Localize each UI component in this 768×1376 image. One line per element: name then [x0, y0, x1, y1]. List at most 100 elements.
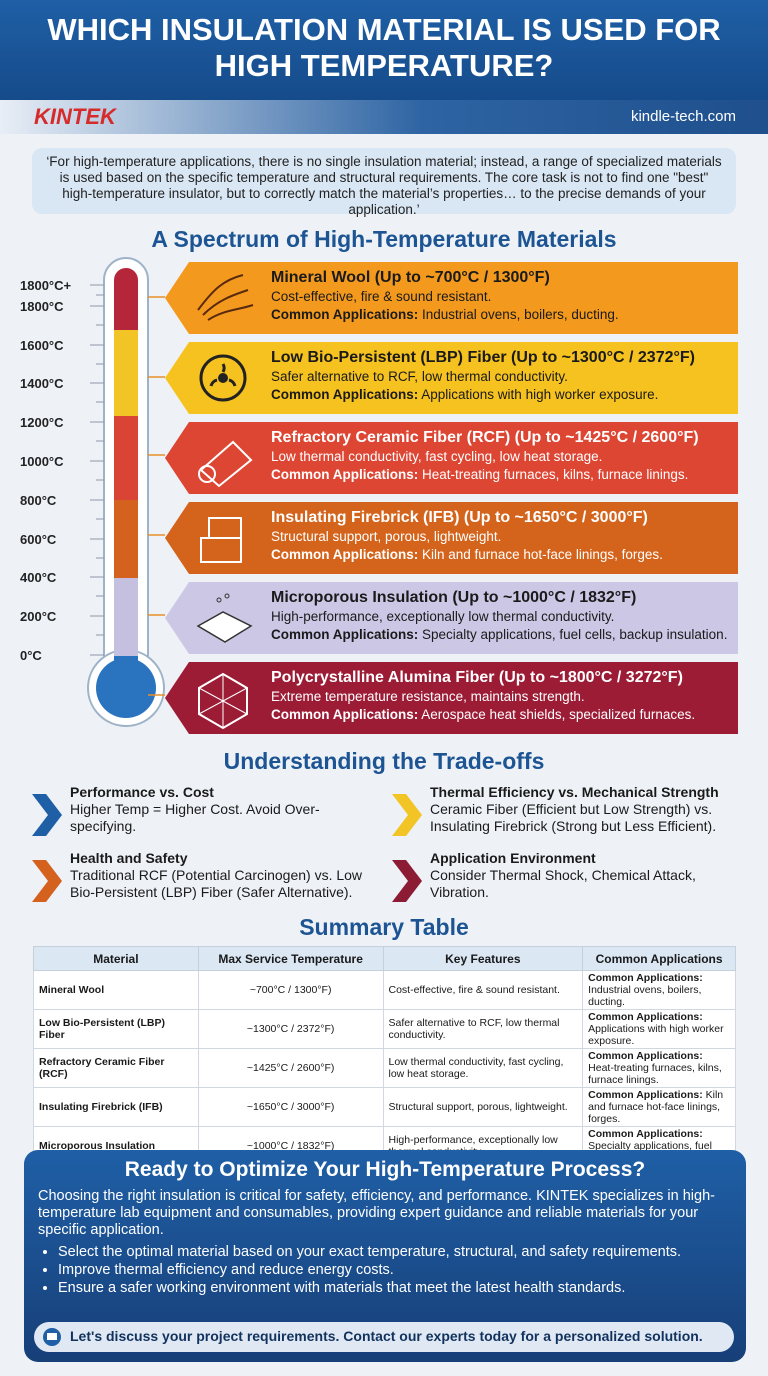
- scale-label: 1600°C: [20, 338, 64, 353]
- chevron: [32, 794, 62, 836]
- scale-label: 1400°C: [20, 376, 64, 391]
- material-desc: High-performance, exceptionally low ther…: [271, 609, 615, 624]
- header-title: WHICH INSULATION MATERIAL IS USED FOR HI…: [0, 0, 768, 100]
- table-header: Max Service Temperature: [197, 946, 384, 971]
- material-app: Heat-treating furnaces, kilns, furnace l…: [422, 467, 689, 482]
- section-title: Summary Table: [299, 914, 469, 940]
- cell-apps: Common Applications: Industrial ovens, b…: [582, 970, 736, 1010]
- section-title: A Spectrum of High-Temperature Materials: [151, 226, 617, 252]
- scale-label: 400°C: [20, 570, 57, 585]
- tradeoff: Performance vs. Cost Higher Temp = Highe…: [30, 784, 380, 836]
- cta-bullet: Improve thermal efficiency and reduce en…: [58, 1261, 732, 1279]
- app-label: Common Applications:: [271, 307, 419, 322]
- chat-icon: [43, 1328, 61, 1346]
- cell-features: Structural support, porous, lightweight.: [382, 1087, 584, 1127]
- scale-label: 200°C: [20, 609, 57, 624]
- material-icon: [198, 440, 253, 488]
- tradeoff-title: Thermal Efficiency vs. Mechanical Streng…: [430, 784, 719, 800]
- material-desc: Safer alternative to RCF, low thermal co…: [271, 369, 568, 384]
- material-desc: Extreme temperature resistance, maintain…: [271, 689, 585, 704]
- app-label: Common Applications:: [588, 1128, 703, 1140]
- cell-features: Safer alternative to RCF, low thermal co…: [382, 1009, 584, 1049]
- app-label: Common Applications:: [271, 387, 419, 402]
- cta-button-text[interactable]: Let's discuss your project requirements.…: [70, 1328, 703, 1344]
- material-desc: Cost-effective, fire & sound resistant.: [271, 289, 492, 304]
- material-card: Microporous Insulation (Up to ~1000°C / …: [165, 582, 738, 654]
- material-icon: [197, 274, 254, 321]
- tradeoff: Thermal Efficiency vs. Mechanical Streng…: [390, 784, 740, 836]
- scale-label: 800°C: [20, 493, 57, 508]
- material-icon: [196, 593, 253, 643]
- thermometer: [87, 257, 165, 727]
- cta-text: Choosing the right insulation is critica…: [38, 1188, 715, 1238]
- app-label: Common Applications:: [271, 707, 419, 722]
- cell-apps: Common Applications: Applications with h…: [582, 1009, 736, 1049]
- app-label: Common Applications:: [588, 1011, 703, 1023]
- material-card: Low Bio-Persistent (LBP) Fiber (Up to ~1…: [165, 342, 738, 414]
- material-icon: [198, 672, 248, 730]
- material-name: Low Bio-Persistent (LBP) Fiber (Up to ~1…: [271, 349, 695, 366]
- material-app: Applications with high worker exposure.: [421, 387, 659, 402]
- table-row: Refractory Ceramic Fiber (RCF) ~1425°C /…: [33, 1048, 736, 1088]
- tradeoff-title: Health and Safety: [70, 850, 188, 866]
- cell-temp: ~1650°C / 3000°F): [197, 1087, 384, 1127]
- material-card: Mineral Wool (Up to ~700°C / 1300°F) Cos…: [165, 262, 738, 334]
- cell-temp: ~1425°C / 2600°F): [197, 1048, 384, 1088]
- cell-features: Low thermal conductivity, fast cycling, …: [382, 1048, 584, 1088]
- cell-app: Kiln and furnace hot-face linings, forge…: [588, 1089, 724, 1125]
- tradeoff: Application Environment Consider Thermal…: [390, 850, 740, 902]
- material-name: Microporous Insulation (Up to ~1000°C / …: [271, 589, 637, 606]
- table-row: Insulating Firebrick (IFB) ~1650°C / 300…: [33, 1087, 736, 1127]
- app-label: Common Applications:: [271, 467, 419, 482]
- scale-label: 1800°C+: [20, 278, 72, 293]
- cell-material: Low Bio-Persistent (LBP) Fiber: [33, 1009, 199, 1049]
- scale-label: 1200°C: [20, 415, 64, 430]
- cta-button[interactable]: Let's discuss your project requirements.…: [34, 1322, 734, 1352]
- cell-app: Industrial ovens, boilers, ducting.: [588, 984, 702, 1008]
- material-app: Kiln and furnace hot-face linings, forge…: [422, 547, 663, 562]
- material-desc: Low thermal conductivity, fast cycling, …: [271, 449, 603, 464]
- cta-bullets: Select the optimal material based on you…: [38, 1243, 732, 1297]
- site-url[interactable]: kindle-tech.com: [630, 108, 736, 125]
- cell-temp: ~700°C / 1300°F): [197, 970, 384, 1010]
- cta-box: Ready to Optimize Your High-Temperature …: [24, 1150, 746, 1362]
- tradeoff-title: Application Environment: [430, 850, 596, 866]
- material-name: Polycrystalline Alumina Fiber (Up to ~18…: [271, 669, 683, 686]
- cta-bullet: Select the optimal material based on you…: [58, 1243, 732, 1261]
- tradeoff-text: Ceramic Fiber (Efficient but Low Strengt…: [430, 801, 717, 834]
- material-name: Mineral Wool (Up to ~700°C / 1300°F): [271, 269, 550, 286]
- chevron: [392, 860, 422, 902]
- logo: KINTEK: [34, 104, 116, 129]
- cell-material: Refractory Ceramic Fiber (RCF): [33, 1048, 199, 1088]
- tradeoff-text: Traditional RCF (Potential Carcinogen) v…: [70, 867, 363, 900]
- material-card: Insulating Firebrick (IFB) (Up to ~1650°…: [165, 502, 738, 574]
- cta-bullet: Ensure a safer working environment with …: [58, 1279, 732, 1297]
- table-row: Low Bio-Persistent (LBP) Fiber ~1300°C /…: [33, 1009, 736, 1049]
- tradeoff-text: Consider Thermal Shock, Chemical Attack,…: [430, 867, 696, 900]
- quote: ‘For high-temperature applications, ther…: [32, 148, 736, 217]
- table-header: Material: [33, 946, 199, 971]
- material-app: Aerospace heat shields, specialized furn…: [421, 707, 696, 722]
- app-label: Common Applications:: [271, 547, 419, 562]
- material-desc: Structural support, porous, lightweight.: [271, 529, 502, 544]
- app-label: Common Applications:: [588, 1050, 703, 1062]
- scale-label: 0°C: [20, 648, 42, 663]
- cell-features: Cost-effective, fire & sound resistant.: [382, 970, 584, 1010]
- app-label: Common Applications:: [588, 972, 703, 984]
- table-row: Mineral Wool ~700°C / 1300°F) Cost-effec…: [33, 970, 736, 1010]
- brand-bar: [0, 100, 768, 134]
- material-icon: [199, 354, 247, 402]
- material-app: Industrial ovens, boilers, ducting.: [422, 307, 619, 322]
- cell-apps: Common Applications: Kiln and furnace ho…: [582, 1087, 736, 1127]
- table-header: Key Features: [382, 946, 584, 971]
- material-card: Polycrystalline Alumina Fiber (Up to ~18…: [165, 662, 738, 734]
- scale-label: 1000°C: [20, 454, 64, 469]
- tradeoff-title: Performance vs. Cost: [70, 784, 214, 800]
- chevron: [32, 860, 62, 902]
- cell-material: Mineral Wool: [33, 970, 199, 1010]
- tradeoff: Health and Safety Traditional RCF (Poten…: [30, 850, 380, 902]
- cell-app: Applications with high worker exposure.: [588, 1023, 724, 1047]
- cell-apps: Common Applications: Heat-treating furna…: [582, 1048, 736, 1088]
- material-app: Specialty applications, fuel cells, back…: [422, 627, 728, 642]
